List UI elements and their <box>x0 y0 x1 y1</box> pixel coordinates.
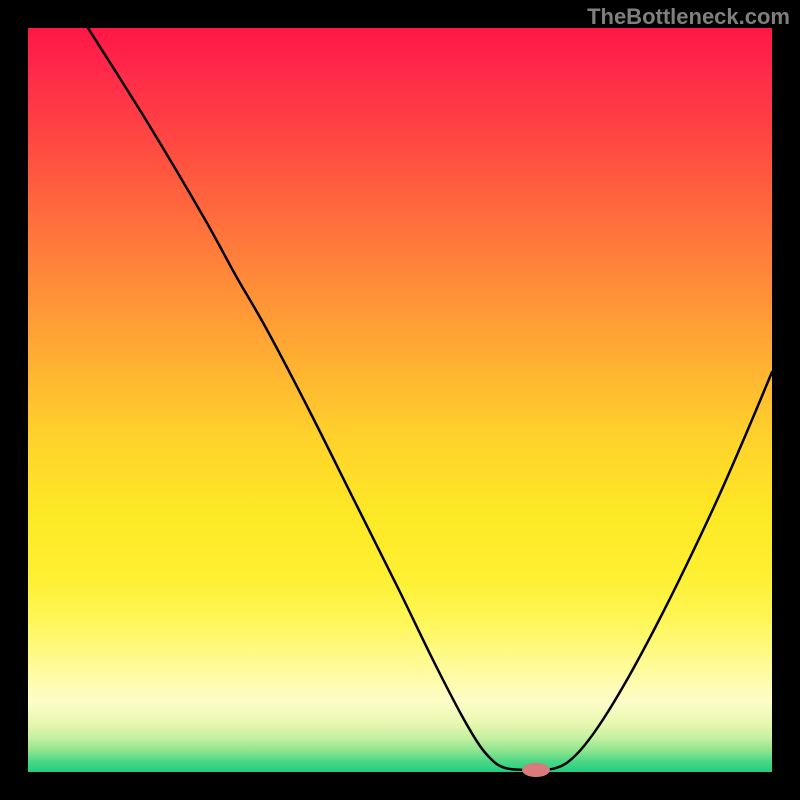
chart-plot-area <box>28 28 772 772</box>
chart-container: TheBottleneck.com <box>0 0 800 800</box>
optimal-point-marker <box>522 763 550 777</box>
bottleneck-chart <box>0 0 800 800</box>
watermark-text: TheBottleneck.com <box>587 4 790 30</box>
